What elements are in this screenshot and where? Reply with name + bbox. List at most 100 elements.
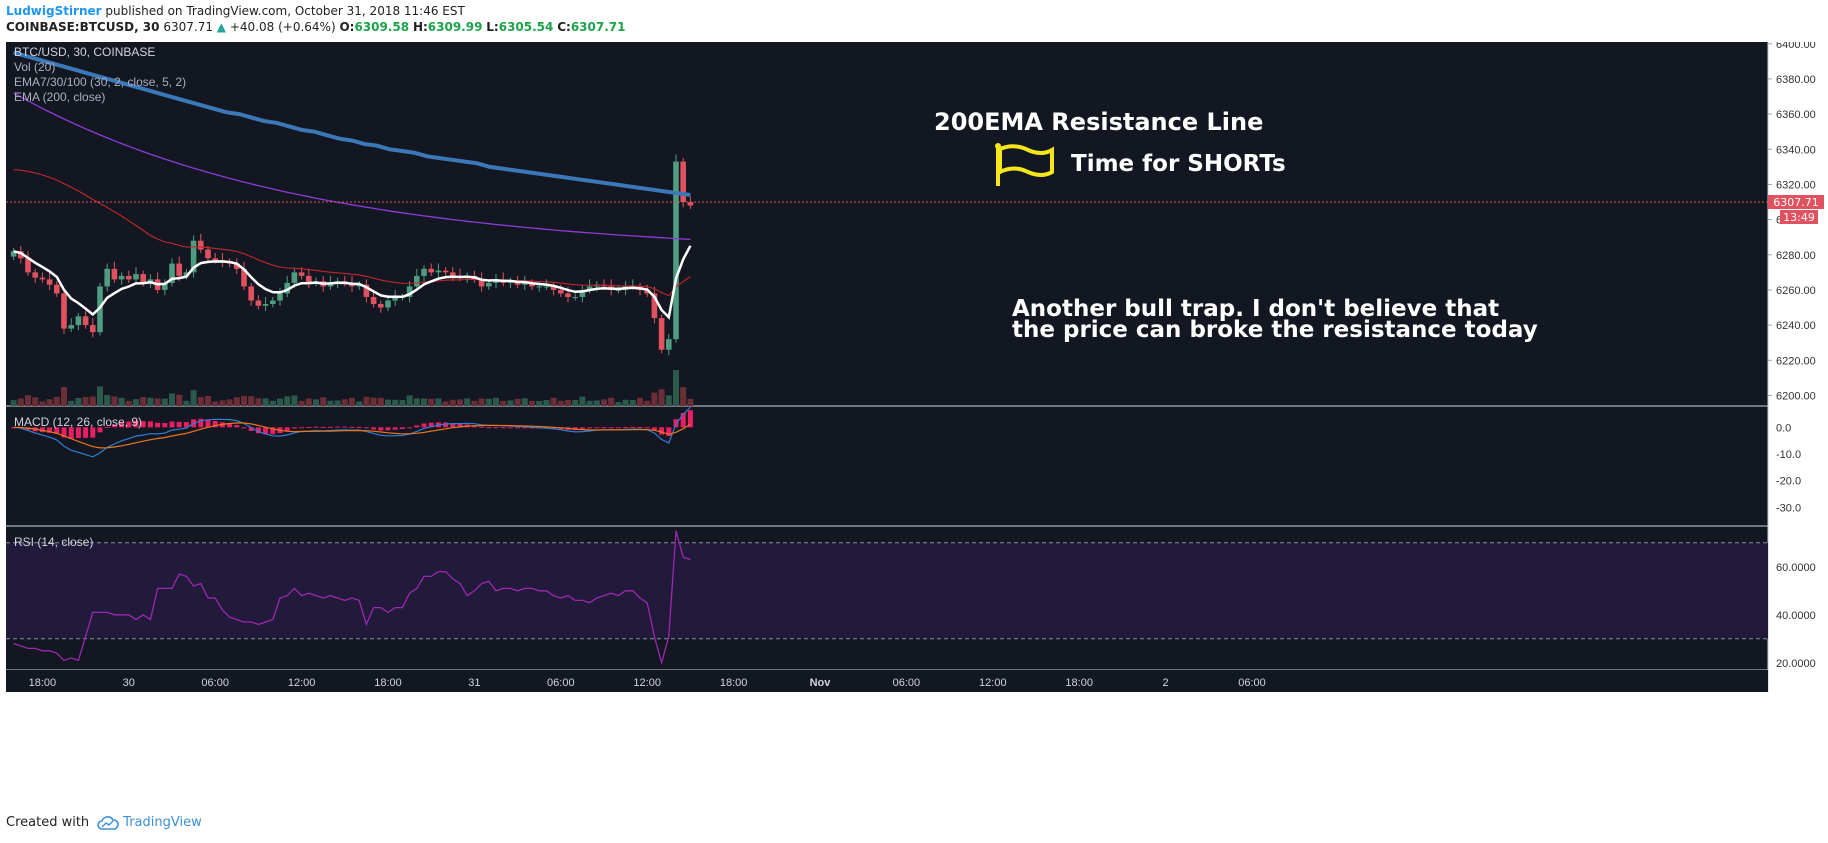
- candle-body: [442, 270, 449, 273]
- macd-histogram-bar: [183, 422, 189, 428]
- tradingview-logo[interactable]: TradingView: [97, 815, 202, 830]
- volume-bar: [485, 398, 492, 406]
- candle-body: [363, 284, 370, 297]
- volume-bar: [147, 397, 154, 406]
- macd-histogram-bar: [61, 427, 67, 438]
- macd-histogram-bar: [378, 427, 384, 431]
- macd-histogram-bar: [198, 418, 204, 428]
- macd-histogram-bar: [83, 427, 89, 438]
- time-tick-label: 12:00: [633, 677, 661, 689]
- volume-bar: [601, 399, 607, 406]
- price-tick-label: 6260.00: [1776, 285, 1816, 297]
- macd-histogram-bar: [356, 426, 362, 428]
- volume-bar: [241, 396, 247, 406]
- macd-histogram-bar: [651, 427, 657, 431]
- time-tick-label: 18:00: [1065, 677, 1093, 689]
- publish-line: LudwigStirner published on TradingView.c…: [6, 4, 465, 18]
- volume-bar: [572, 400, 579, 406]
- candle-body: [39, 277, 46, 280]
- candle-body: [104, 268, 110, 287]
- volume-bar: [75, 398, 82, 406]
- candle-body: [183, 272, 190, 276]
- volume-bar: [356, 401, 363, 406]
- candle-body: [644, 289, 650, 294]
- ema30-line: [13, 169, 691, 297]
- macd-histogram-bar: [385, 427, 391, 431]
- candle-body: [291, 272, 298, 283]
- macd-histogram-bar: [615, 427, 621, 429]
- legend-rsi: RSI (14, close): [14, 535, 93, 549]
- macd-histogram-bar: [399, 427, 405, 430]
- candle-body: [529, 282, 535, 287]
- volume-bar: [629, 400, 636, 406]
- volume-bar: [97, 386, 103, 406]
- last-price-tag-text: 6307.71: [1773, 196, 1819, 209]
- candle-body: [435, 270, 442, 273]
- volume-bar: [449, 399, 456, 406]
- time-tick-label: 31: [468, 677, 480, 689]
- candle-body: [46, 279, 53, 285]
- candle-body: [666, 339, 672, 350]
- author-link[interactable]: LudwigStirner: [6, 4, 102, 18]
- candle-body: [133, 274, 139, 280]
- volume-bar: [478, 398, 485, 406]
- candle-body: [327, 282, 334, 287]
- macd-histogram-bar: [680, 412, 686, 428]
- macd-histogram-bar: [327, 426, 333, 428]
- created-with-label: Created with: [6, 815, 90, 830]
- volume-bar: [586, 400, 593, 406]
- macd-histogram-bar: [111, 424, 117, 428]
- macd-histogram-bar: [515, 427, 521, 429]
- volume-bar: [17, 398, 24, 406]
- macd-histogram-bar: [630, 426, 636, 428]
- candle-body: [565, 293, 571, 297]
- macd-histogram-bar: [155, 422, 161, 428]
- volume-bar: [68, 400, 75, 406]
- published-text: published on TradingView.com, October 31…: [105, 4, 465, 18]
- macd-histogram-bar: [471, 425, 477, 428]
- candle-body: [522, 282, 528, 285]
- macd-histogram-bar: [349, 426, 355, 428]
- macd-histogram-bar: [507, 427, 513, 429]
- volume-bar: [399, 400, 406, 406]
- rsi-tick-label: 40.0000: [1776, 610, 1816, 622]
- macd-histogram-bar: [263, 427, 269, 435]
- candle-body: [586, 286, 593, 290]
- macd-histogram-bar: [579, 427, 585, 430]
- volume-bar: [161, 398, 168, 406]
- time-tick-label: 30: [123, 677, 135, 689]
- price-tick-label: 6200.00: [1776, 390, 1816, 402]
- volume-bar: [313, 399, 319, 406]
- volume-bar: [550, 397, 557, 406]
- low-label: L:: [486, 20, 499, 34]
- candle-body: [298, 272, 305, 276]
- candle-body: [190, 240, 197, 273]
- volume-bar: [111, 396, 118, 406]
- volume-bar: [89, 396, 96, 406]
- candle-body: [687, 202, 694, 206]
- volume-bar: [334, 400, 341, 406]
- volume-bar: [500, 400, 507, 406]
- volume-bar: [226, 399, 233, 406]
- macd-histogram-bar: [241, 427, 247, 429]
- macd-histogram-bar: [270, 427, 276, 435]
- volume-bar: [363, 396, 370, 406]
- legend-ema200: EMA (200, close): [14, 90, 105, 104]
- annotation-bulltrap-line2: the price can broke the resistance today: [1012, 317, 1538, 343]
- volume-bar: [521, 398, 528, 406]
- macd-histogram-bar: [500, 427, 506, 429]
- macd-panel: [11, 406, 693, 458]
- price-tick-label: 6400.00: [1776, 42, 1816, 51]
- macd-histogram-bar: [414, 425, 420, 428]
- trading-chart[interactable]: 6400.006380.006360.006340.006320.006300.…: [0, 42, 1828, 808]
- volume-bar: [284, 396, 291, 406]
- legend-macd: MACD (12, 26, close, 9): [14, 415, 142, 429]
- candle-body: [536, 286, 542, 288]
- candle-body: [680, 161, 686, 203]
- candle-body: [111, 268, 118, 280]
- last-price-tag: [1768, 195, 1824, 209]
- time-axis[interactable]: 18:00 30 06:00 12:00 18:00 31 06:00 12:00 18:00 N…: [6, 670, 1768, 692]
- volume-bar: [61, 387, 67, 406]
- macd-histogram-bar: [363, 427, 369, 429]
- volume-bar: [392, 399, 399, 406]
